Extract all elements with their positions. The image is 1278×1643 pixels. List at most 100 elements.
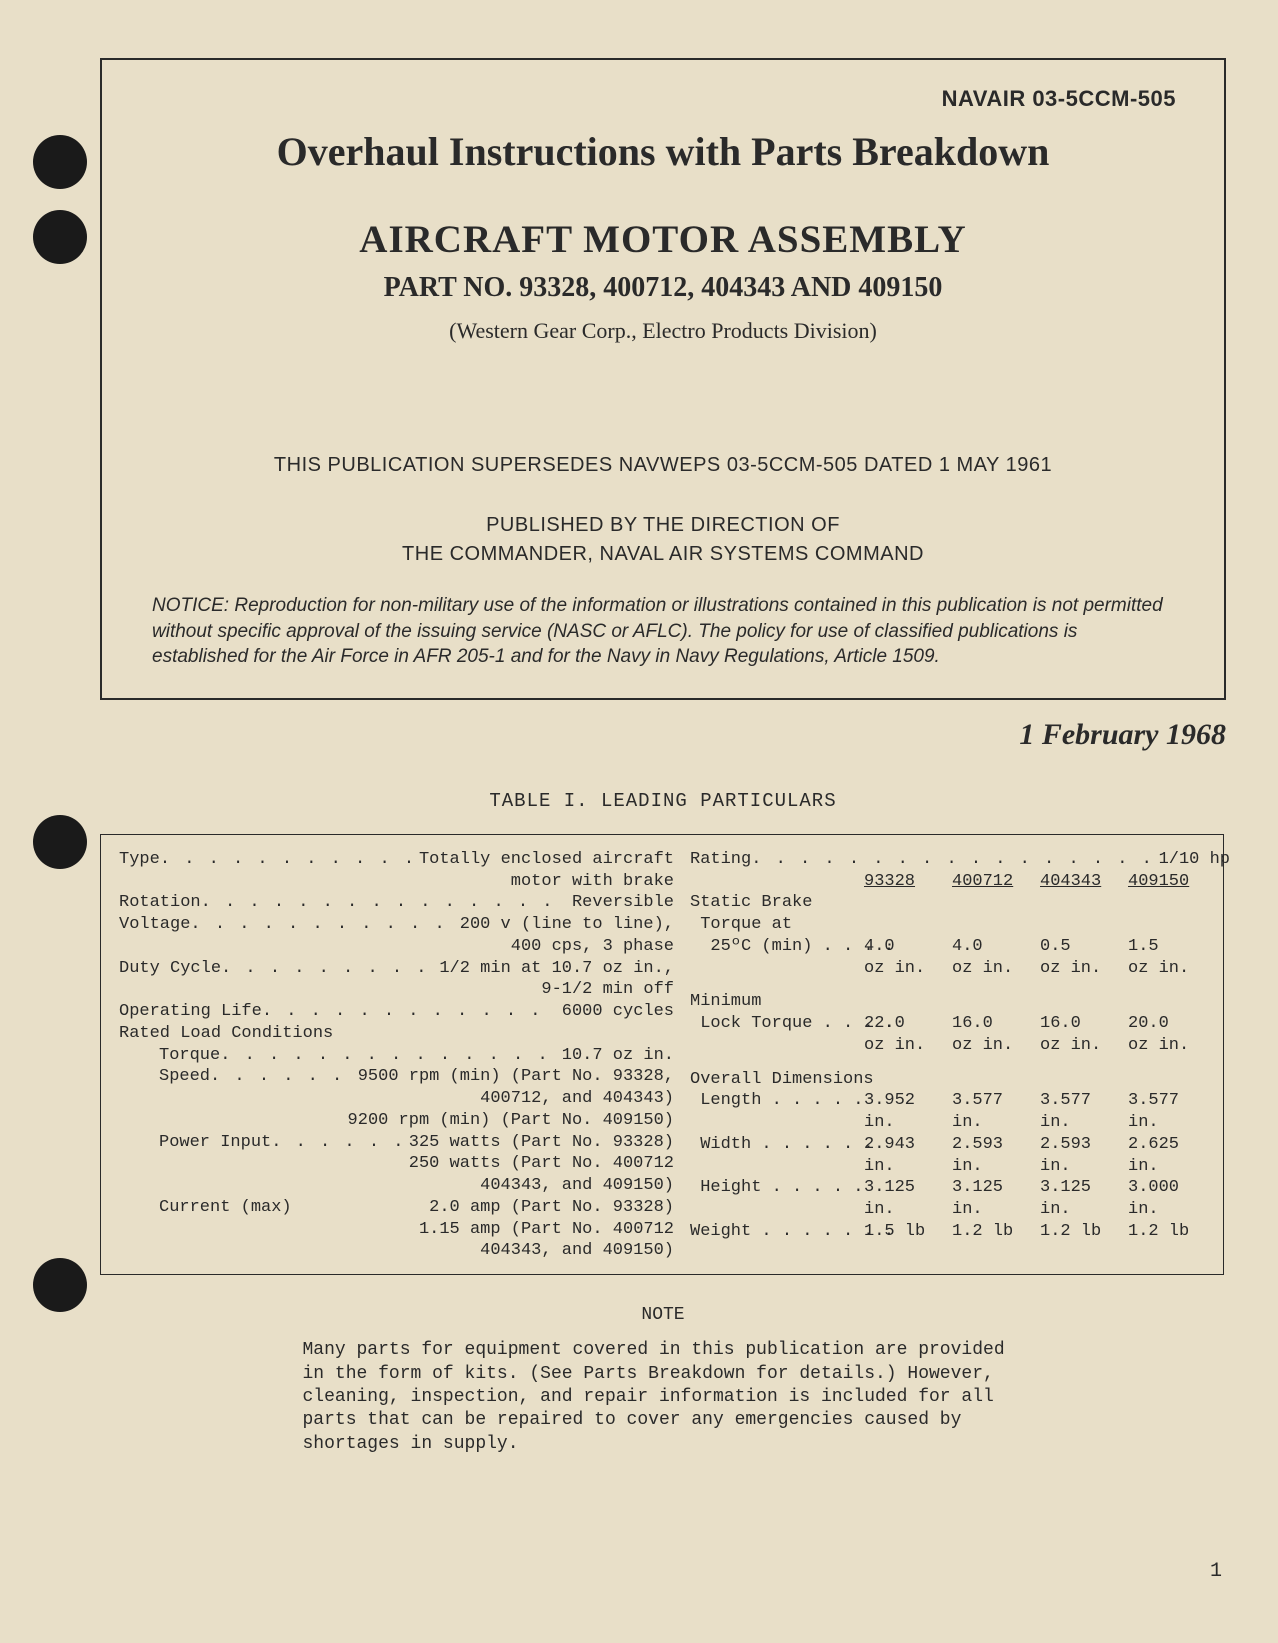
spec-value: 9500 rpm (min) (Part No. 93328, (354, 1066, 674, 1088)
table-title: TABLE I. LEADING PARTICULARS (100, 790, 1226, 812)
cell-value: 20.0 (1122, 1013, 1210, 1035)
document-page: NAVAIR 03-5CCM-505 Overhaul Instructions… (100, 58, 1225, 1456)
cell-value: 1.2 lb (1122, 1221, 1210, 1243)
spec-value: 2.0 amp (Part No. 93328) (425, 1197, 674, 1219)
cell-unit: in. (858, 1112, 946, 1134)
spec-row: Rating . . . . . . . . . . . . . . . . .… (690, 849, 1230, 871)
spec-label: Power Input (159, 1132, 271, 1154)
row-header: Minimum (690, 991, 858, 1013)
publisher-line-1: PUBLISHED BY THE DIRECTION OF (486, 514, 840, 536)
cell-unit: oz in. (858, 1035, 946, 1057)
leader-dots: . . . . . . . . . . . . . . . . . . . . … (751, 849, 1154, 871)
spec-row: Speed . . . . . . . . . 9500 rpm (min) (… (119, 1066, 674, 1088)
column-header: 93328 (858, 871, 946, 893)
leader-dots: . . . . . . . . . . . . . . . . . . . . … (201, 892, 568, 914)
note-heading: NOTE (100, 1305, 1226, 1325)
spec-continuation: 9-1/2 min off (119, 979, 674, 1001)
cell-value: 2.625 (1122, 1134, 1210, 1156)
leader-dots: . . . . . . . . . (210, 1066, 354, 1088)
spec-value: Totally enclosed aircraft (415, 849, 674, 871)
row-header: Torque at (690, 914, 858, 936)
row-label: Lock Torque . . . . (690, 1013, 858, 1035)
leader-dots: . . . . . . . . . (271, 1132, 405, 1154)
document-id: NAVAIR 03-5CCM-505 (150, 86, 1176, 112)
notice-text: Reproduction for non-military use of the… (152, 595, 1163, 667)
cell-unit: in. (1122, 1112, 1210, 1134)
cell-unit: in. (1122, 1156, 1210, 1178)
spec-row: Type . . . . . . . . . . . . . . . . . .… (119, 849, 674, 871)
spec-value: 6000 cycles (558, 1001, 674, 1023)
cell-value: 3.577 (1122, 1090, 1210, 1112)
cell-value: 1.5 (1122, 936, 1210, 958)
cell-value: 3.125 (946, 1177, 1034, 1199)
spec-continuation: motor with brake (119, 871, 674, 893)
spec-row: Torque . . . . . . . . . . . . . . . . .… (119, 1045, 674, 1067)
cell-value: 2.593 (1034, 1134, 1122, 1156)
cell-value: 16.0 (946, 1013, 1034, 1035)
row-label: Length . . . . . (690, 1090, 858, 1112)
publication-date: 1 February 1968 (100, 718, 1226, 752)
subject-title: AIRCRAFT MOTOR ASSEMBLY (150, 217, 1176, 262)
spec-label: Voltage (119, 914, 190, 936)
spec-row: Duty Cycle . . . . . . . . . . . . . . .… (119, 958, 674, 980)
notice-block: NOTICE: Reproduction for non-military us… (150, 593, 1176, 670)
row-label-text: Height (700, 1178, 761, 1197)
cell-value: 2.943 (858, 1134, 946, 1156)
cell-unit: oz in. (946, 958, 1034, 980)
cell-unit: oz in. (946, 1035, 1034, 1057)
spec-row: Voltage . . . . . . . . . . . . . . . . … (119, 914, 674, 936)
cell-unit: oz in. (1034, 1035, 1122, 1057)
row-label-text: Lock Torque (700, 1014, 812, 1033)
manufacturer-line: (Western Gear Corp., Electro Products Di… (150, 318, 1176, 344)
part-comparison-table: 93328 400712 404343 409150 Static Brake … (690, 871, 1230, 1243)
spec-value: 200 v (line to line), (456, 914, 674, 936)
cell-value: 3.000 (1122, 1177, 1210, 1199)
cell-unit: oz in. (1034, 958, 1122, 980)
row-label: Torque at (700, 915, 792, 934)
cell-value: 3.125 (1034, 1177, 1122, 1199)
cell-value: 22.0 (858, 1013, 946, 1035)
particulars-left-column: Type . . . . . . . . . . . . . . . . . .… (101, 849, 682, 1262)
cell-unit: in. (858, 1156, 946, 1178)
row-label-text: Weight (690, 1222, 751, 1241)
spec-section-header: Rated Load Conditions (119, 1023, 674, 1045)
leader-dots: . . . . . . . . . . . . . . . . . . . . (190, 914, 455, 936)
spec-row: Power Input . . . . . . . . . 325 watts … (119, 1132, 674, 1154)
spec-continuation: 404343, and 409150) (119, 1240, 674, 1262)
row-label: Height . . . . . (690, 1177, 858, 1199)
punch-hole (33, 210, 87, 264)
row-label: Weight . . . . . . . (690, 1221, 858, 1243)
spec-value: 1/2 min at 10.7 oz in., (435, 958, 674, 980)
supersedes-line: THIS PUBLICATION SUPERSEDES NAVWEPS 03-5… (150, 454, 1176, 477)
spec-row: Operating Life . . . . . . . . . . . . .… (119, 1001, 674, 1023)
cell-value: 3.952 (858, 1090, 946, 1112)
title-block: NAVAIR 03-5CCM-505 Overhaul Instructions… (100, 58, 1226, 700)
cell-value: 3.577 (1034, 1090, 1122, 1112)
page-number: 1 (1210, 1560, 1222, 1583)
column-header: 404343 (1034, 871, 1122, 893)
cell-unit: in. (1034, 1112, 1122, 1134)
punch-hole (33, 1258, 87, 1312)
column-header: 400712 (946, 871, 1034, 893)
cell-unit: in. (1034, 1156, 1122, 1178)
cell-value: 16.0 (1034, 1013, 1122, 1035)
spec-label: Torque (159, 1045, 220, 1067)
row-label: Width . . . . . . (690, 1134, 858, 1156)
spec-value: 1/10 hp (1155, 849, 1230, 871)
cell-value: 1.2 lb (1034, 1221, 1122, 1243)
cell-value: 0.5 (1034, 936, 1122, 958)
spec-value: Reversible (568, 892, 674, 914)
spec-continuation: 250 watts (Part No. 400712 (119, 1153, 674, 1175)
spec-continuation: 1.15 amp (Part No. 400712 (119, 1219, 674, 1241)
row-header: Static Brake (690, 892, 858, 914)
spec-label: Type (119, 849, 160, 871)
leading-particulars-table: Type . . . . . . . . . . . . . . . . . .… (100, 834, 1224, 1275)
spec-continuation: 404343, and 409150) (119, 1175, 674, 1197)
cell-value: 1.2 lb (946, 1221, 1034, 1243)
spec-value: 325 watts (Part No. 93328) (405, 1132, 674, 1154)
spec-row: Current (max) 2.0 amp (Part No. 93328) (119, 1197, 674, 1219)
leader-dots: . . . . . . . . . . . . . . . . . . . . (160, 849, 415, 871)
row-sublabel: 25ºC (min) (710, 937, 812, 956)
row-label-text: Length (700, 1091, 761, 1110)
cell-value: 4.0 (946, 936, 1034, 958)
